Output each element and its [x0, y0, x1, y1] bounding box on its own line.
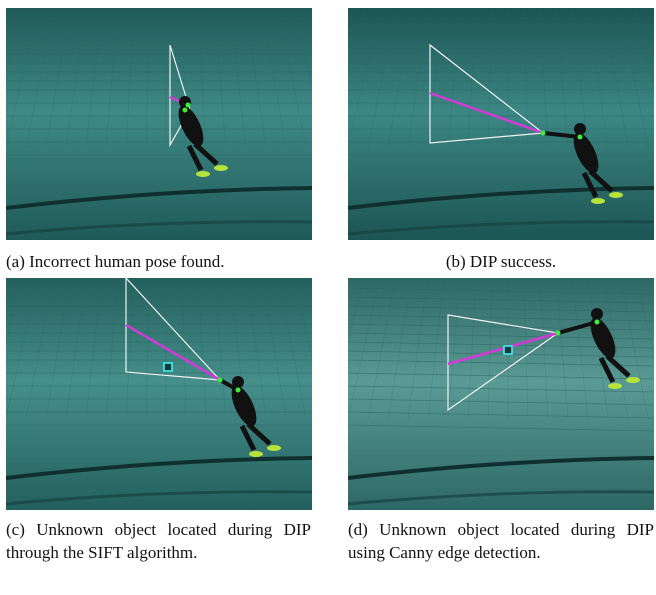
diver-head — [591, 308, 603, 320]
keypoint — [578, 135, 583, 140]
fin — [626, 377, 640, 383]
figure-page: (a) Incorrect human pose found. (b) DIP … — [0, 0, 656, 595]
keypoint — [183, 108, 188, 113]
detected-object — [504, 346, 512, 354]
photo-c — [6, 278, 312, 510]
keypoint — [541, 131, 546, 136]
keypoint — [556, 331, 561, 336]
water — [348, 278, 654, 510]
keypoint — [595, 320, 600, 325]
keypoint — [186, 103, 191, 108]
water — [6, 278, 312, 510]
water — [6, 8, 312, 240]
caption: (d) Unknown object located during DIP us… — [348, 518, 654, 564]
diver-head — [574, 123, 586, 135]
keypoint — [236, 388, 241, 393]
fin — [267, 445, 281, 451]
fin — [609, 192, 623, 198]
detected-object — [164, 363, 172, 371]
fin — [196, 171, 210, 177]
photo-d — [348, 278, 654, 510]
keypoint — [218, 378, 223, 383]
caption: (b) DIP success. — [348, 250, 654, 273]
fin — [249, 451, 263, 457]
fin — [591, 198, 605, 204]
fin — [214, 165, 228, 171]
caption: (a) Incorrect human pose found. — [6, 250, 312, 273]
photo-a — [6, 8, 312, 240]
water — [348, 8, 654, 240]
photo-b — [348, 8, 654, 240]
caption: (c) Unknown object located during DIP th… — [6, 518, 311, 564]
fin — [608, 383, 622, 389]
